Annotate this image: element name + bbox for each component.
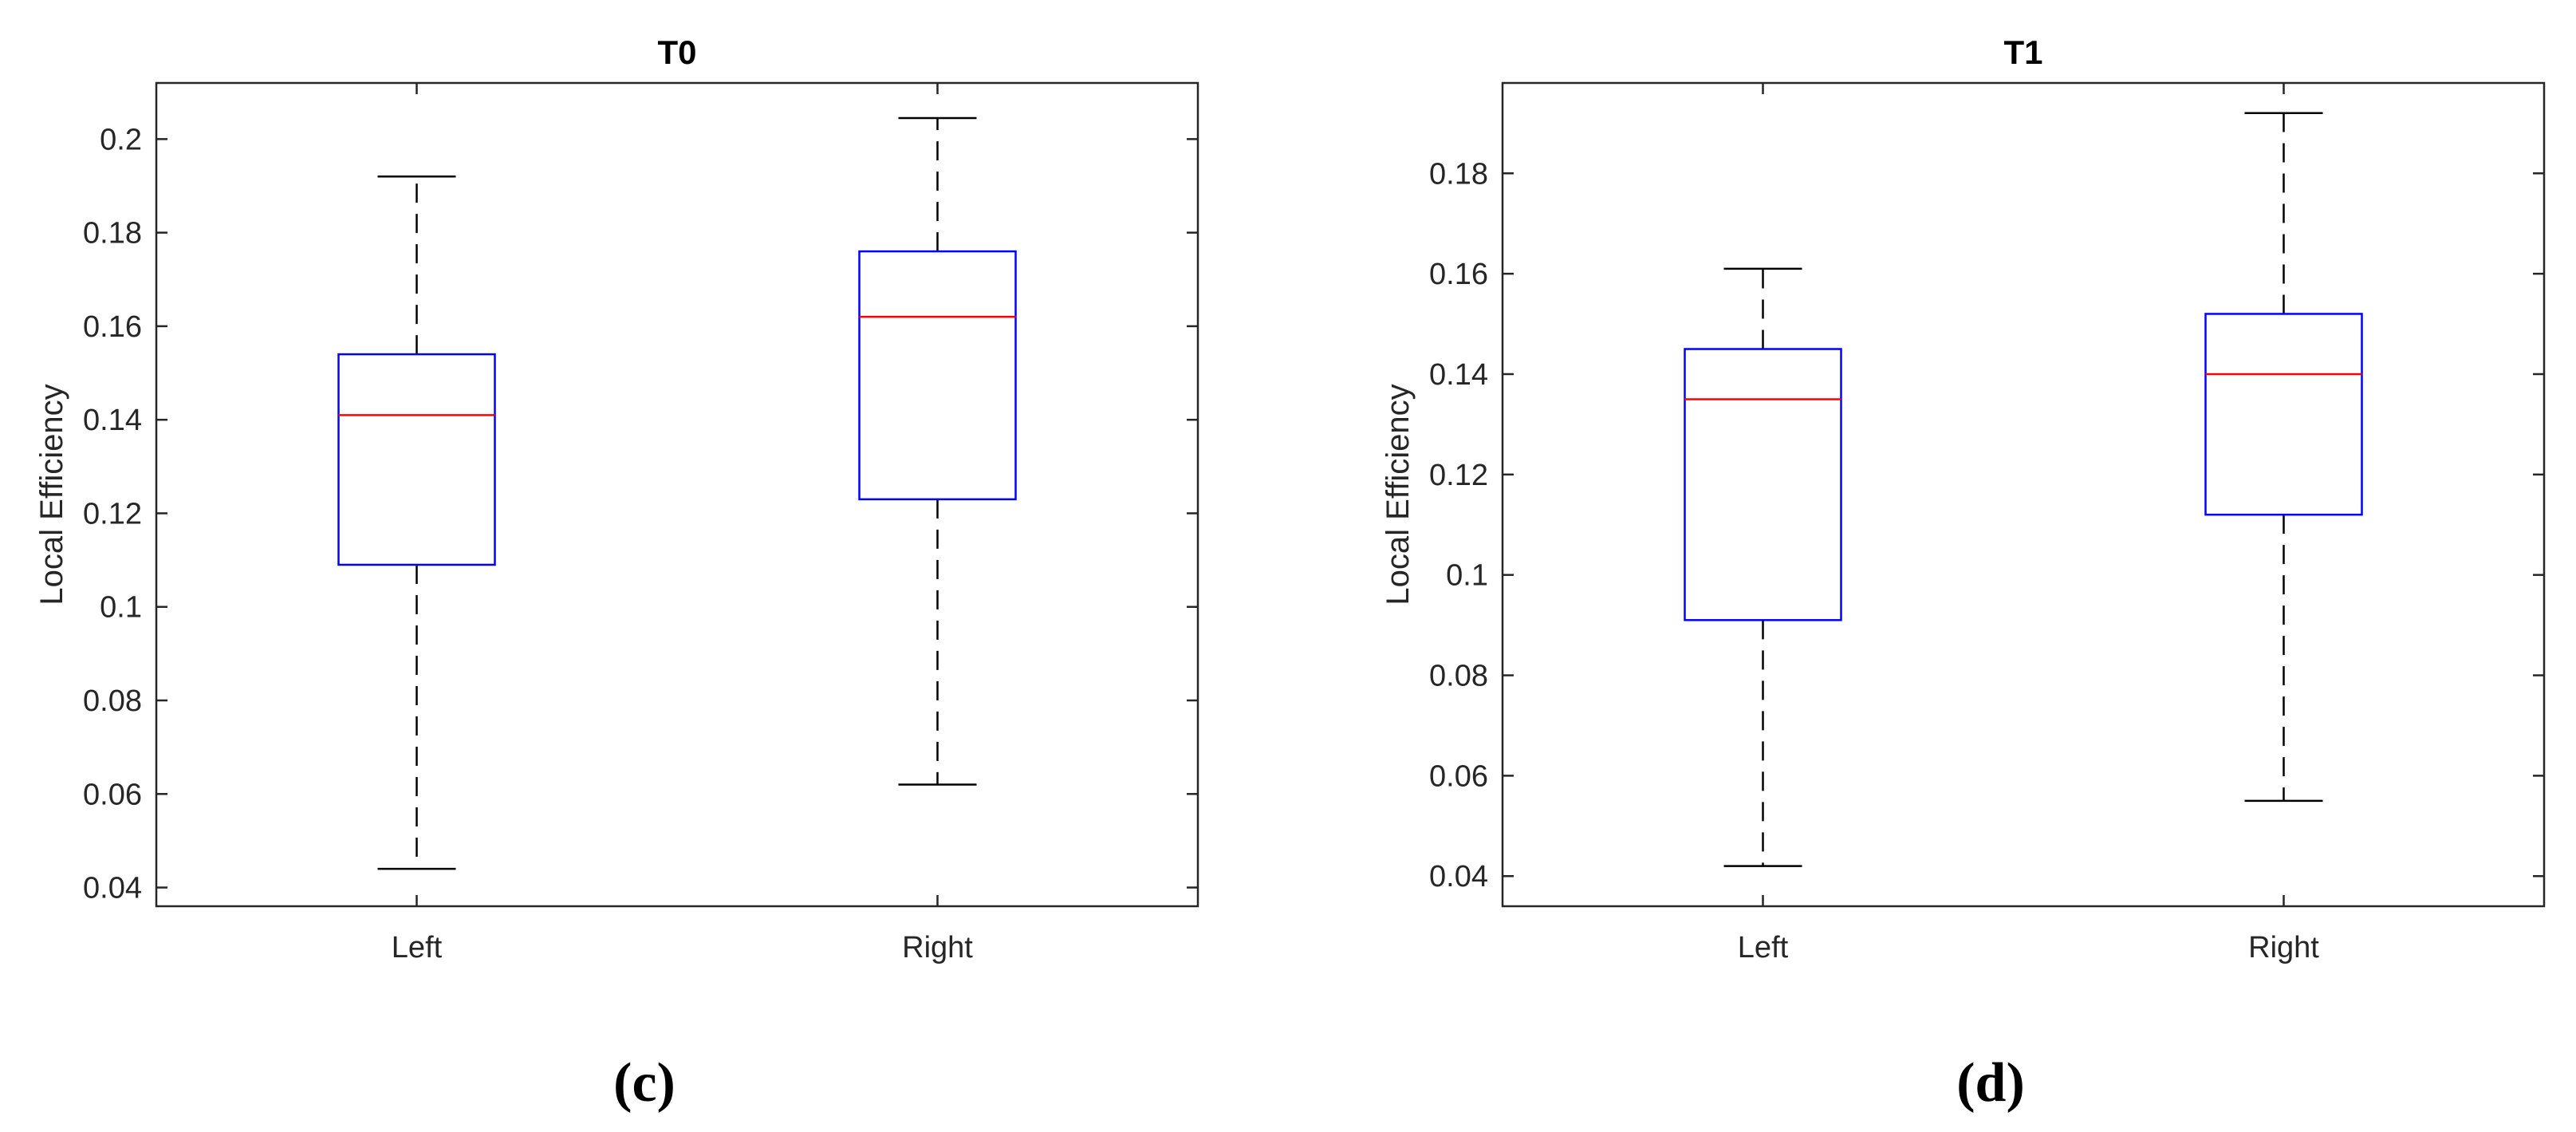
panel-t1: 0.04 0.06 0.08 0.1 0.12 0.14 0.16 0.18 Left Right… bbox=[1381, 34, 2546, 1114]
y-tick-label: 0.1 bbox=[100, 591, 142, 625]
box-iqr bbox=[337, 353, 496, 566]
panel-label: (c) bbox=[613, 1052, 676, 1114]
panel-t0: 0.04 0.06 0.08 0.1 0.12 0.14 0.16 0.18 0.2 Left Ri… bbox=[34, 34, 1199, 1114]
y-axis-label: Local Efficiency bbox=[34, 384, 69, 605]
y-tick-label: 0.2 bbox=[100, 123, 142, 156]
y-tick-label: 0.1 bbox=[1446, 559, 1488, 593]
y-tick-label: 0.12 bbox=[1429, 459, 1488, 492]
y-tick-label: 0.16 bbox=[83, 310, 142, 344]
plot-area-frame bbox=[155, 81, 1199, 908]
x-tick-label: Right bbox=[902, 931, 973, 964]
plot-area-frame bbox=[1501, 81, 2546, 908]
y-tick-label: 0.14 bbox=[1429, 358, 1488, 392]
y-tick-label: 0.18 bbox=[1429, 157, 1488, 191]
x-tick-label: Left bbox=[392, 931, 443, 964]
box-iqr bbox=[858, 250, 1017, 501]
y-tick-label: 0.14 bbox=[83, 404, 142, 437]
chart-title: T1 bbox=[2003, 34, 2042, 71]
y-tick-label: 0.04 bbox=[1429, 860, 1488, 893]
y-tick-label: 0.08 bbox=[83, 684, 142, 718]
y-tick-label: 0.18 bbox=[83, 217, 142, 250]
y-tick-label: 0.08 bbox=[1429, 660, 1488, 693]
y-tick-label: 0.06 bbox=[1429, 759, 1488, 793]
box-iqr bbox=[2204, 313, 2363, 516]
y-tick-label: 0.12 bbox=[83, 497, 142, 531]
y-tick-label: 0.04 bbox=[83, 872, 142, 905]
x-tick-label: Right bbox=[2248, 931, 2319, 964]
y-tick-label: 0.16 bbox=[1429, 258, 1488, 291]
x-tick-label: Left bbox=[1738, 931, 1789, 964]
box-iqr bbox=[1684, 348, 1842, 621]
panel-label: (d) bbox=[1956, 1052, 2025, 1114]
chart-title: T0 bbox=[657, 34, 696, 71]
y-axis-label: Local Efficiency bbox=[1381, 384, 1416, 605]
y-tick-label: 0.06 bbox=[83, 778, 142, 811]
